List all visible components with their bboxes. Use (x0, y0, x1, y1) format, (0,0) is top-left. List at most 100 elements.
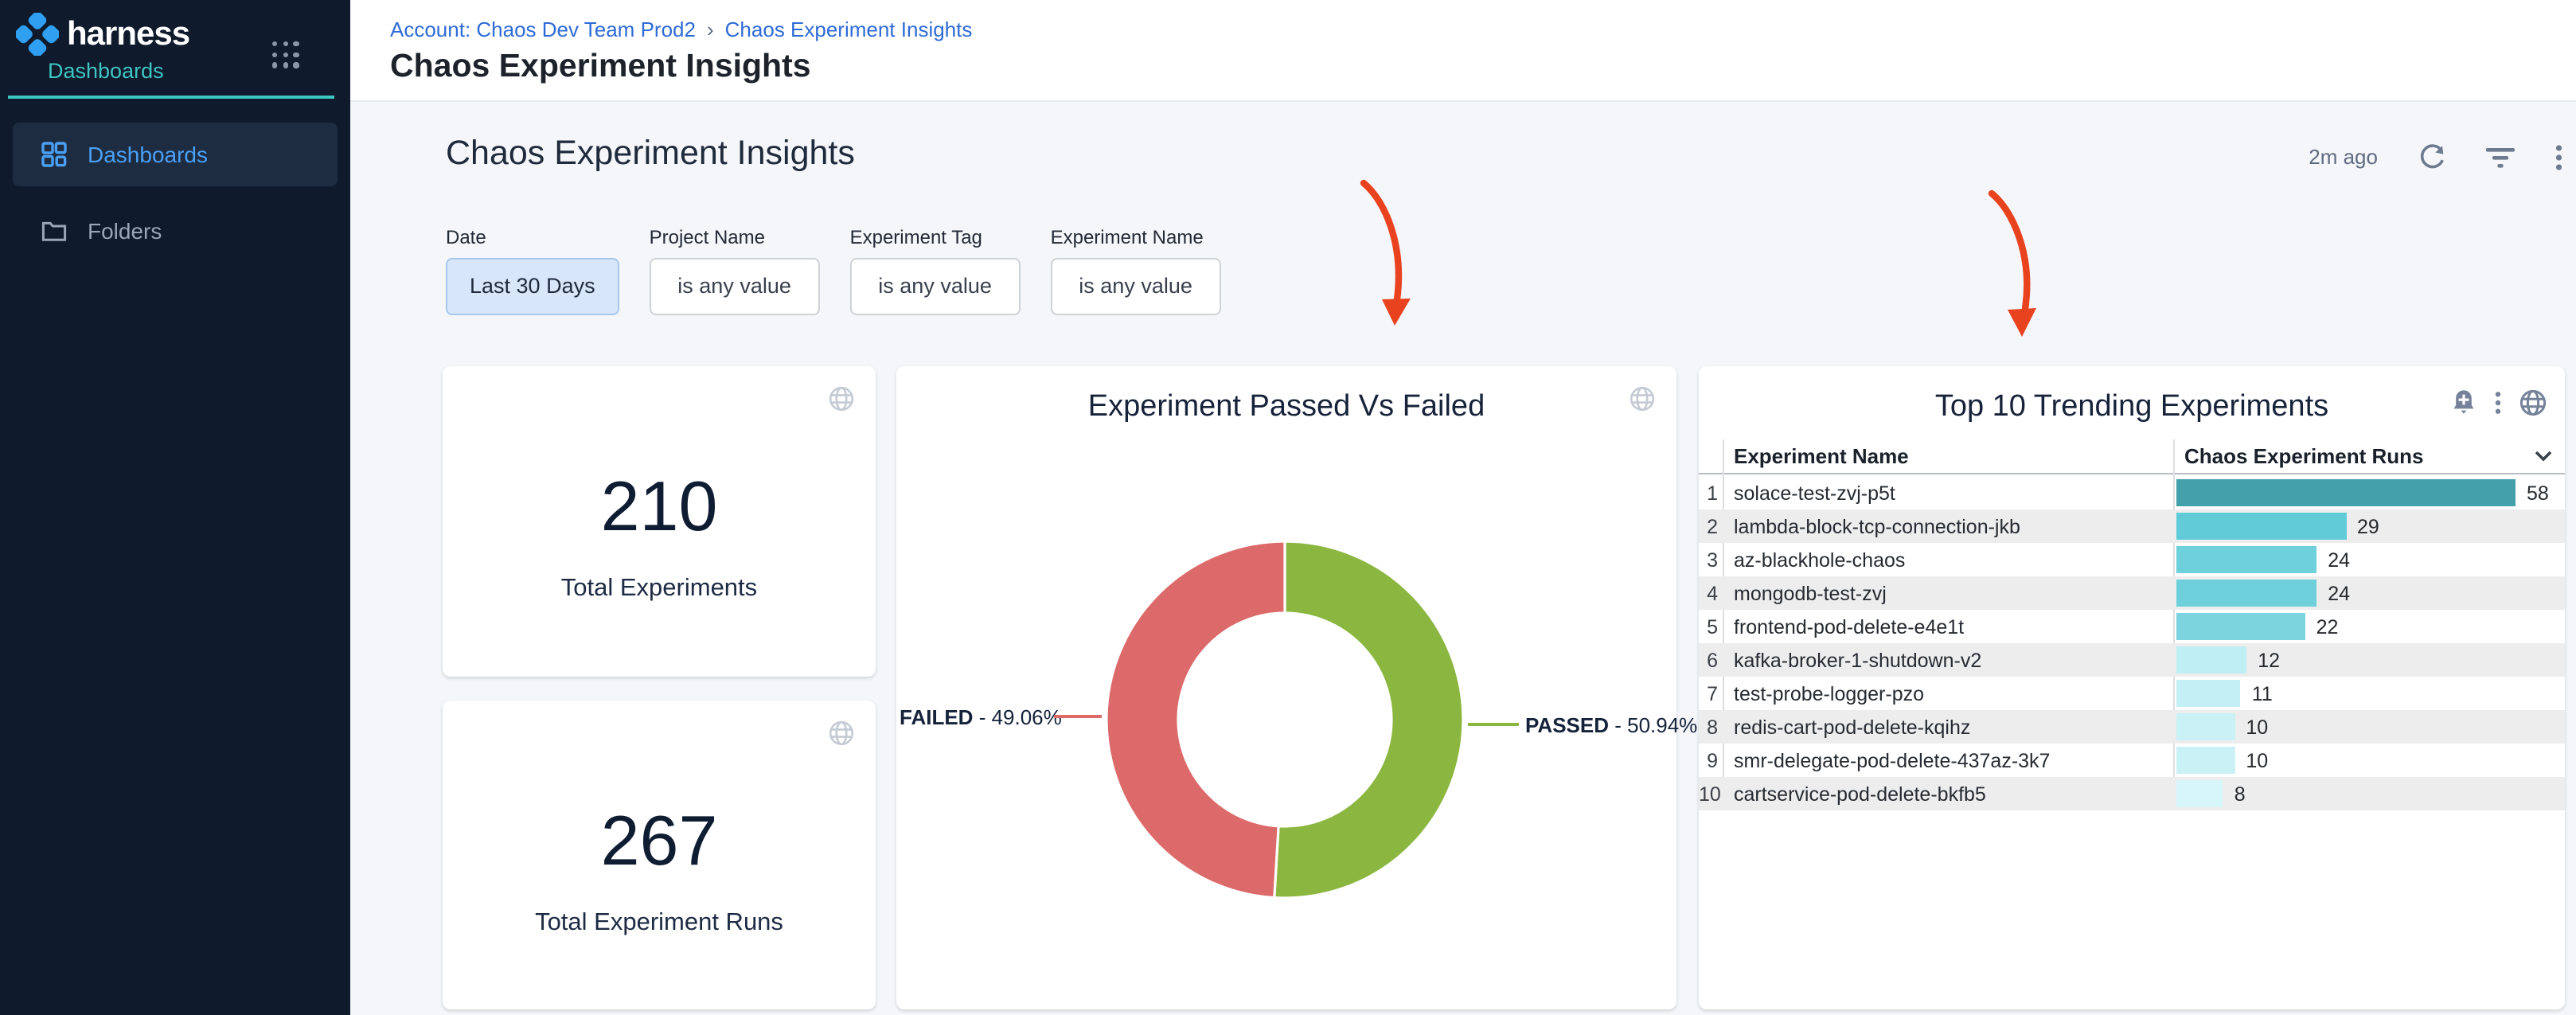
panel-kebab-menu-icon[interactable] (2495, 390, 2501, 416)
runs-bar[interactable] (2176, 580, 2317, 607)
table-row[interactable]: 5 frontend-pod-delete-e4e1t 22 (1699, 610, 2565, 643)
annotation-arrow-2 (1988, 189, 2036, 336)
filter-bar: Date Last 30 Days Project Name is any va… (446, 225, 1221, 314)
filter-label: Project Name (649, 225, 765, 248)
filter-list-icon (2485, 147, 2514, 167)
kebab-menu-icon (2555, 144, 2562, 170)
filter-experiment-name: Experiment Name is any value (1050, 225, 1221, 314)
runs-bar[interactable] (2176, 479, 2516, 506)
runs-bar[interactable] (2176, 613, 2305, 640)
table-header-row: Experiment Name Chaos Experiment Runs (1699, 439, 2565, 474)
refresh-icon (2419, 144, 2443, 169)
experiment-name-cell[interactable]: lambda-block-tcp-connection-jkb (1734, 515, 2020, 537)
passed-slice[interactable] (1273, 540, 1465, 900)
column-header-chaos-experiment-runs[interactable]: Chaos Experiment Runs (2184, 444, 2424, 468)
runs-bar[interactable] (2176, 513, 2346, 540)
row-rank: 1 (1707, 482, 1718, 504)
refresh-button[interactable] (2418, 143, 2445, 170)
globe-icon[interactable] (828, 385, 855, 412)
row-rank: 3 (1707, 548, 1718, 571)
experiment-name-cell[interactable]: az-blackhole-chaos (1734, 548, 1906, 571)
passed-leader-line (1468, 723, 1519, 726)
experiment-name-cell[interactable]: cartservice-pod-delete-bkfb5 (1734, 783, 1986, 805)
row-rank: 7 (1707, 682, 1718, 705)
last-updated-text: 2m ago (2309, 145, 2378, 169)
runs-value: 8 (2234, 783, 2246, 805)
donut-chart (1105, 540, 1465, 900)
breadcrumb-account-link[interactable]: Account: Chaos Dev Team Prod2 (390, 18, 696, 41)
runs-bar[interactable] (2176, 747, 2235, 774)
row-rank: 8 (1707, 716, 1718, 738)
sidebar-item-dashboards[interactable]: Dashboards (13, 123, 338, 186)
experiment-name-cell[interactable]: test-probe-logger-pzo (1734, 682, 1925, 705)
sidebar-nav: Dashboards Folders (0, 99, 350, 263)
sidebar: harness Dashboards Dashboards (0, 0, 350, 1015)
dashboards-icon (41, 142, 67, 167)
table-row[interactable]: 10 cartservice-pod-delete-bkfb5 8 (1699, 777, 2565, 810)
project-name-filter-button[interactable]: is any value (649, 257, 820, 314)
panel-experiment-passed-vs-failed: Experiment Passed Vs Failed FAILED - 49.… (896, 366, 1697, 1009)
panel-total-experiments: 210 Total Experiments (443, 366, 876, 677)
table-row[interactable]: 8 redis-cart-pod-delete-kqihz 10 (1699, 710, 2565, 744)
annotation-arrow-1 (1360, 178, 1411, 325)
experiment-tag-filter-button[interactable]: is any value (849, 257, 1021, 314)
stat-value: 210 (600, 468, 718, 546)
failed-slice[interactable] (1105, 540, 1286, 900)
dashboard-menu-button[interactable] (2555, 142, 2562, 171)
stat-label: Total Experiments (560, 575, 758, 602)
sidebar-item-label: Folders (88, 218, 162, 244)
runs-bar[interactable] (2176, 646, 2247, 673)
module-grid-icon[interactable] (272, 41, 299, 68)
table-row[interactable]: 6 kafka-broker-1-shutdown-v2 12 (1699, 643, 2565, 677)
filter-experiment-tag: Experiment Tag is any value (849, 225, 1021, 314)
breadcrumb-separator-icon: › (706, 18, 714, 41)
globe-icon[interactable] (1629, 385, 1656, 412)
breadcrumb-current-link[interactable]: Chaos Experiment Insights (724, 18, 973, 41)
globe-icon[interactable] (2519, 388, 2547, 417)
runs-value: 24 (2328, 582, 2350, 604)
experiment-name-cell[interactable]: redis-cart-pod-delete-kqihz (1734, 716, 1971, 738)
filter-label: Date (446, 225, 486, 248)
row-rank: 5 (1707, 615, 1718, 638)
globe-icon[interactable] (828, 720, 855, 747)
runs-bar[interactable] (2176, 680, 2241, 707)
alert-bell-icon[interactable] (2450, 388, 2477, 417)
panel-total-experiment-runs: 267 Total Experiment Runs (443, 701, 876, 1009)
runs-bar[interactable] (2176, 780, 2223, 807)
runs-value: 10 (2246, 716, 2269, 738)
table-row[interactable]: 9 smr-delegate-pod-delete-437az-3k7 10 (1699, 744, 2565, 777)
harness-logo[interactable]: harness (16, 13, 190, 56)
failed-slice-label: FAILED - 49.06% (900, 705, 1062, 729)
column-header-experiment-name[interactable]: Experiment Name (1734, 444, 1909, 468)
table-row[interactable]: 7 test-probe-logger-pzo 11 (1699, 677, 2565, 710)
table-row[interactable]: 1 solace-test-zvj-p5t 58 (1699, 476, 2565, 509)
experiment-name-cell[interactable]: solace-test-zvj-p5t (1734, 482, 1895, 504)
sidebar-item-folders[interactable]: Folders (13, 199, 338, 263)
sidebar-item-label: Dashboards (88, 142, 208, 167)
donut-chart-title: Experiment Passed Vs Failed (1087, 390, 1485, 424)
table-row[interactable]: 2 lambda-block-tcp-connection-jkb 29 (1699, 509, 2565, 543)
experiment-name-cell[interactable]: smr-delegate-pod-delete-437az-3k7 (1734, 749, 2051, 771)
row-rank: 10 (1699, 783, 1721, 805)
stat-value: 267 (600, 802, 718, 880)
filter-label: Experiment Tag (849, 225, 982, 248)
top-header: Account: Chaos Dev Team Prod2 › Chaos Ex… (350, 0, 2576, 101)
runs-bar[interactable] (2176, 546, 2317, 573)
experiment-name-cell[interactable]: mongodb-test-zvj (1734, 582, 1887, 604)
runs-bar[interactable] (2176, 713, 2235, 740)
experiment-name-filter-button[interactable]: is any value (1050, 257, 1221, 314)
runs-value: 22 (2316, 615, 2339, 638)
experiment-name-cell[interactable]: kafka-broker-1-shutdown-v2 (1734, 649, 1982, 671)
column-divider (1723, 439, 1724, 810)
row-rank: 4 (1707, 582, 1718, 604)
dashboard-filters-button[interactable] (2484, 146, 2515, 168)
filter-label: Experiment Name (1050, 225, 1204, 248)
table-body: 1 solace-test-zvj-p5t 5 8 2 lambda-block-tcp-… (1699, 476, 2565, 810)
table-row[interactable]: 4 mongodb-test-zvj 24 (1699, 576, 2565, 610)
experiment-name-cell[interactable]: frontend-pod-delete-e4e1t (1734, 615, 1965, 638)
date-filter-button[interactable]: Last 30 Days (446, 257, 619, 314)
dashboard-toolbar: 2m ago (2309, 142, 2562, 171)
table-row[interactable]: 3 az-blackhole-chaos 24 (1699, 543, 2565, 576)
chevron-down-icon[interactable] (2535, 451, 2552, 462)
